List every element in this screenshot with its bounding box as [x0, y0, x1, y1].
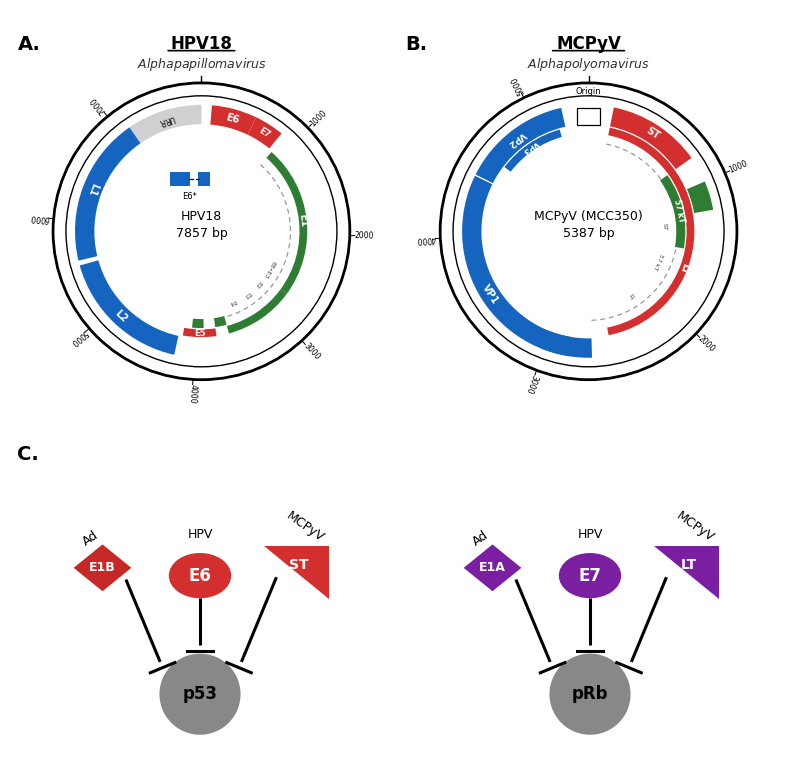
Text: ST: ST	[662, 223, 668, 231]
Text: 4000: 4000	[416, 234, 436, 244]
Text: E6: E6	[189, 566, 212, 585]
Text: ST: ST	[289, 558, 309, 572]
Text: 57 kT: 57 kT	[653, 253, 664, 271]
Wedge shape	[214, 316, 227, 327]
Wedge shape	[610, 108, 691, 169]
Text: E2: E2	[254, 279, 263, 289]
Text: E5: E5	[194, 328, 205, 338]
Ellipse shape	[559, 553, 621, 598]
Wedge shape	[130, 105, 201, 144]
Polygon shape	[264, 546, 329, 599]
Circle shape	[160, 654, 241, 735]
Text: L2: L2	[113, 308, 130, 324]
Text: 3000: 3000	[524, 373, 540, 395]
Wedge shape	[80, 261, 179, 355]
Text: L1: L1	[85, 182, 100, 197]
Polygon shape	[654, 546, 719, 599]
Circle shape	[549, 654, 630, 735]
Text: 3000: 3000	[302, 341, 322, 361]
Text: VP2: VP2	[506, 129, 528, 149]
Text: URR: URR	[157, 113, 175, 126]
Text: Ad: Ad	[81, 528, 101, 548]
Polygon shape	[464, 544, 521, 591]
Text: E8•E3: E8•E3	[262, 259, 276, 278]
Text: p53: p53	[182, 685, 217, 704]
Text: 5000: 5000	[68, 328, 89, 348]
Text: E4: E4	[228, 299, 237, 307]
Text: A.: A.	[18, 35, 41, 54]
Wedge shape	[210, 105, 256, 135]
Text: LT: LT	[677, 261, 690, 275]
Wedge shape	[192, 319, 204, 328]
FancyBboxPatch shape	[577, 108, 600, 125]
Wedge shape	[660, 176, 685, 249]
Text: 1000: 1000	[728, 159, 749, 176]
Text: VP1: VP1	[480, 283, 500, 307]
Text: E6: E6	[224, 112, 240, 126]
Text: MCPyV: MCPyV	[556, 35, 621, 53]
Text: 5000: 5000	[510, 74, 526, 96]
Text: 6000: 6000	[29, 212, 50, 223]
Text: HPV: HPV	[187, 528, 213, 541]
Text: MCPyV (MCC350)
5387 bp: MCPyV (MCC350) 5387 bp	[534, 210, 643, 240]
Text: $\it{Alphapapillomavirus}$: $\it{Alphapapillomavirus}$	[137, 56, 266, 73]
Text: E6*: E6*	[182, 192, 198, 201]
Text: MCPyV: MCPyV	[284, 509, 326, 544]
Text: E7: E7	[578, 566, 601, 585]
Text: 4000: 4000	[187, 384, 198, 403]
Text: HPV18
7857 bp: HPV18 7857 bp	[175, 210, 228, 240]
Text: LT: LT	[681, 558, 698, 572]
Wedge shape	[248, 117, 281, 148]
Text: C.: C.	[17, 445, 39, 463]
Wedge shape	[608, 128, 694, 335]
Text: E3: E3	[242, 290, 251, 299]
Text: pRb: pRb	[572, 685, 608, 704]
Wedge shape	[227, 289, 287, 334]
Text: E7: E7	[257, 126, 272, 140]
Text: 1000: 1000	[308, 108, 328, 128]
Text: 2000: 2000	[354, 231, 374, 241]
Wedge shape	[182, 328, 216, 337]
Text: 2000: 2000	[696, 334, 717, 353]
Wedge shape	[266, 152, 307, 294]
Text: VP3: VP3	[521, 138, 541, 156]
Wedge shape	[476, 108, 566, 183]
FancyBboxPatch shape	[198, 172, 210, 186]
Text: E1B: E1B	[89, 562, 116, 574]
Wedge shape	[505, 129, 562, 172]
Text: 7000: 7000	[89, 95, 108, 115]
Text: MCPyV: MCPyV	[674, 509, 717, 544]
Wedge shape	[542, 331, 573, 356]
Text: E1: E1	[297, 213, 308, 228]
Text: Origin: Origin	[576, 87, 601, 96]
Wedge shape	[687, 182, 713, 213]
Text: E1A: E1A	[479, 562, 506, 574]
Text: $\it{Alphapolyomavirus}$: $\it{Alphapolyomavirus}$	[528, 56, 649, 73]
Text: 57 kT: 57 kT	[672, 199, 686, 224]
Text: Ad: Ad	[470, 528, 491, 548]
Text: LT: LT	[626, 291, 634, 299]
Text: HPV18: HPV18	[171, 35, 232, 53]
Ellipse shape	[169, 553, 231, 598]
Wedge shape	[75, 127, 141, 261]
FancyBboxPatch shape	[171, 172, 190, 186]
Text: B.: B.	[405, 35, 427, 54]
Polygon shape	[73, 544, 131, 591]
Text: ST: ST	[644, 126, 660, 141]
Text: HPV: HPV	[577, 528, 603, 541]
Wedge shape	[462, 176, 592, 358]
